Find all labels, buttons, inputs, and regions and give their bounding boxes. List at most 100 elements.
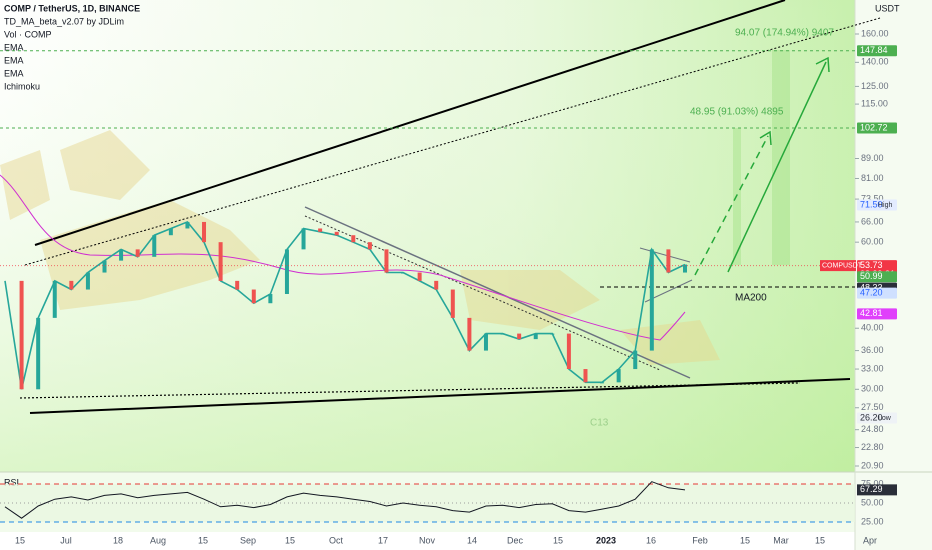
candle — [401, 272, 406, 274]
candle — [69, 280, 74, 290]
time-label: 2023 — [596, 535, 616, 545]
candle — [168, 228, 173, 236]
candle — [683, 264, 687, 273]
candle — [517, 333, 522, 340]
price-tag — [857, 45, 897, 57]
trendline — [304, 206, 691, 379]
candle — [649, 249, 654, 351]
y-tick-label: 33.00 — [861, 363, 884, 373]
candle — [52, 280, 57, 318]
price-line — [4, 220, 686, 390]
candle — [550, 333, 555, 335]
candle — [135, 249, 140, 257]
y-tick-label: 30.00 — [861, 384, 884, 394]
candle — [284, 249, 289, 295]
price-tag-label: 42.81 — [860, 308, 883, 318]
y-tick-label: 125.00 — [861, 81, 889, 91]
candle — [119, 249, 124, 261]
count-label: C13 — [590, 418, 609, 429]
candle — [666, 249, 671, 273]
y-tick-label: 20.90 — [861, 460, 884, 470]
indicator-label: Ichimoku — [4, 81, 40, 91]
y-tick-label: 60.00 — [861, 237, 884, 247]
time-label: Dec — [507, 535, 524, 545]
candle — [583, 369, 588, 383]
y-tick-label: 27.50 — [861, 402, 884, 412]
price-tag — [857, 199, 897, 211]
indicator-label: EMA — [4, 55, 24, 65]
price-tag-label: 147.84 — [860, 45, 888, 55]
indicator-label: EMA — [4, 42, 24, 52]
indicator-label: EMA — [4, 68, 24, 78]
rsi-tick-label: 50.00 — [861, 497, 884, 507]
price-tag-label: 50.99 — [860, 271, 883, 281]
time-label: 15 — [15, 535, 25, 545]
rsi-tag — [857, 484, 897, 496]
symbol-title: COMP / TetherUS, 1D, BINANCE — [4, 3, 140, 13]
candle — [85, 272, 90, 290]
candle — [202, 221, 207, 243]
price-tag-label: 47.20 — [860, 287, 883, 297]
indicator-label: Vol · COMP — [4, 29, 52, 39]
arrow-head — [815, 56, 830, 73]
arrow — [727, 61, 827, 273]
candle — [566, 333, 571, 370]
time-label: 18 — [113, 535, 123, 545]
y-tick-label: 73.50 — [861, 193, 884, 203]
y-tick-label: 81.00 — [861, 173, 884, 183]
candle — [434, 280, 439, 290]
side-label: High — [878, 202, 893, 209]
candle — [19, 280, 24, 390]
candle — [351, 235, 356, 243]
time-label: Apr — [863, 535, 877, 545]
candle — [500, 333, 505, 335]
time-label: 15 — [553, 535, 563, 545]
time-label: Oct — [329, 535, 344, 545]
time-label: Jul — [60, 535, 72, 545]
candle — [235, 280, 240, 290]
time-label: Nov — [419, 535, 436, 545]
time-label: Aug — [150, 535, 166, 545]
y-tick-label: 115.00 — [861, 98, 888, 108]
trendline — [639, 247, 691, 263]
time-label: 15 — [815, 535, 825, 545]
target-label: 48.95 (91.03%) 4895 — [690, 107, 784, 118]
y-tick-label: 89.00 — [861, 153, 884, 163]
candle — [334, 231, 339, 236]
candle — [301, 228, 306, 250]
candle — [483, 333, 488, 351]
candle — [251, 289, 256, 304]
time-label: 15 — [198, 535, 208, 545]
main-pane-shade — [0, 0, 855, 472]
rsi-tag-label: 67.29 — [860, 484, 883, 494]
currency-label: USDT — [875, 3, 900, 13]
target-label: 94.07 (174.94%) 9407 — [735, 28, 834, 39]
price-tag — [857, 412, 897, 424]
candle — [600, 382, 605, 384]
y-tick-label: 24.80 — [861, 424, 884, 434]
y-tick-label: 140.00 — [861, 57, 889, 67]
candle — [467, 317, 472, 351]
candle — [450, 289, 455, 318]
candle — [185, 221, 190, 229]
time-label: Mar — [773, 535, 789, 545]
price-tag — [857, 271, 897, 283]
rsi-tick-label: 75.00 — [861, 478, 884, 488]
candle — [384, 249, 389, 273]
time-label: 15 — [740, 535, 750, 545]
time-label: Sep — [240, 535, 256, 545]
price-tag — [857, 308, 897, 320]
price-tag-label: 48.33 — [860, 282, 883, 292]
indicator-label: TD_MA_beta_v2.07 by JDLim — [4, 16, 124, 26]
price-tag — [857, 122, 897, 134]
price-tag-label: 26.20 — [860, 412, 883, 422]
candle — [417, 272, 422, 281]
time-label: 14 — [467, 535, 477, 545]
time-label: 17 — [378, 535, 388, 545]
arrow-head — [759, 130, 772, 146]
rsi-tick-label: 25.00 — [861, 516, 884, 526]
y-tick-label: 22.80 — [861, 442, 884, 452]
side-label: COMPUSDT — [822, 262, 863, 269]
rsi-line — [4, 481, 686, 519]
